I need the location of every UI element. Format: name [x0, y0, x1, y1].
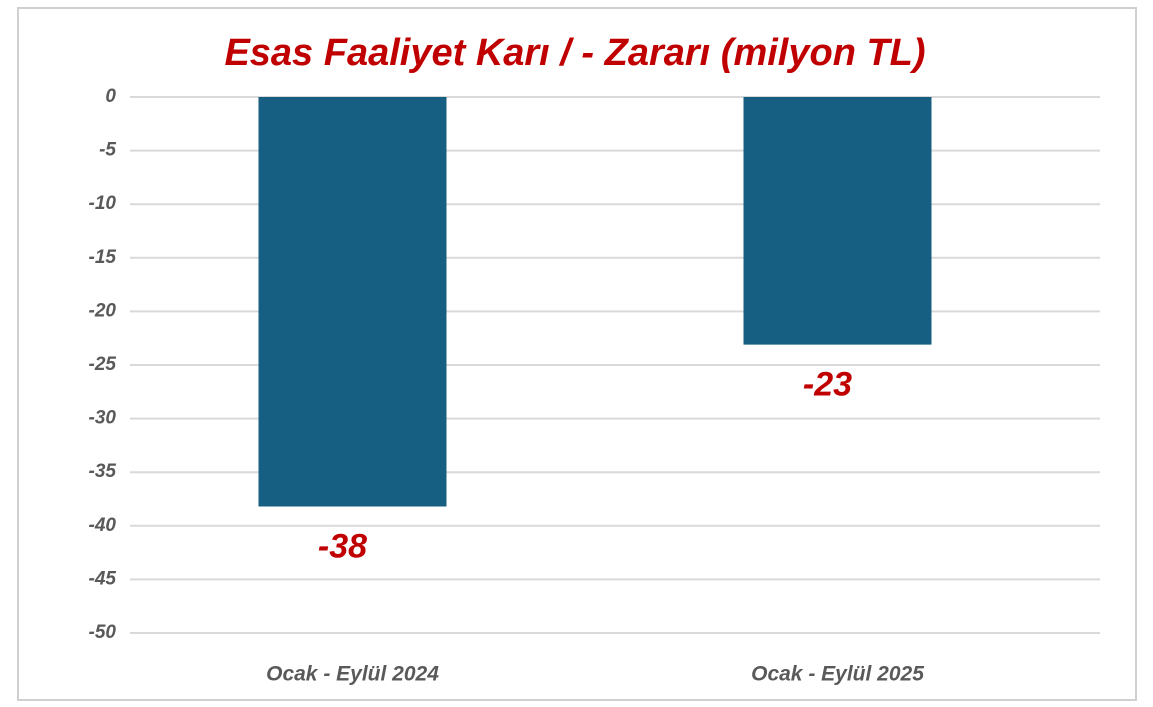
y-tick-label: -35: [89, 461, 117, 482]
y-tick-label: -15: [89, 247, 117, 268]
y-tick-label: -5: [99, 140, 116, 161]
y-tick-label: -20: [89, 300, 117, 321]
x-tick-label: Ocak - Eylül 2024: [266, 663, 439, 686]
y-tick-label: -50: [89, 622, 117, 643]
chart-frame: [17, 7, 1137, 701]
bar: [258, 97, 447, 507]
y-tick-label: -45: [89, 568, 117, 589]
chart-title: Esas Faaliyet Karı / - Zararı (milyon TL…: [224, 32, 925, 74]
y-tick-label: -30: [89, 408, 117, 429]
value-label: -38: [318, 527, 367, 565]
value-label: -23: [803, 366, 852, 404]
y-tick-label: -40: [89, 515, 117, 536]
y-tick-label: -10: [89, 193, 117, 214]
y-tick-label: 0: [105, 86, 116, 107]
y-tick-label: -25: [89, 354, 117, 375]
bar: [743, 97, 932, 345]
x-tick-label: Ocak - Eylül 2025: [751, 663, 924, 686]
